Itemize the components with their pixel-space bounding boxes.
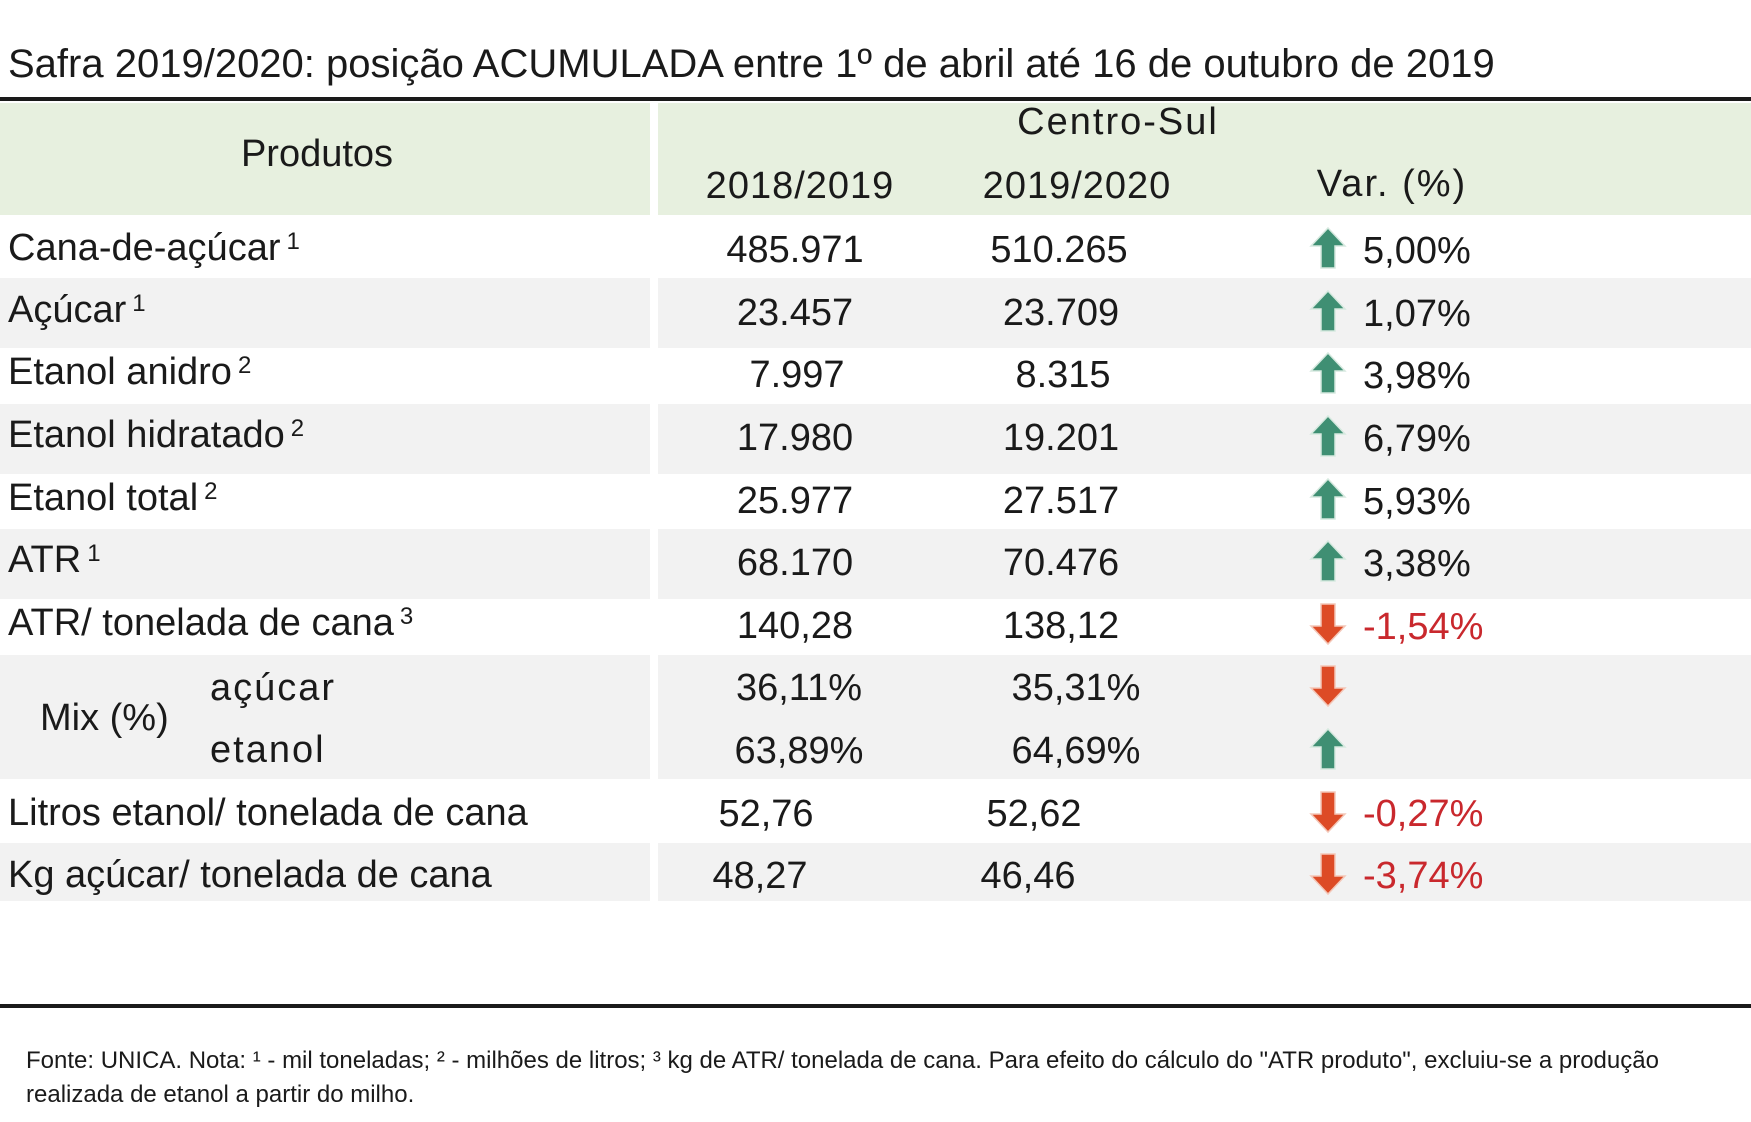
arrow-down-icon <box>1309 603 1347 646</box>
row-value-2018: 52,76 <box>718 793 814 835</box>
row-value-2019: 23.709 <box>1002 292 1120 334</box>
row-label: Kg açúcar/ tonelada de cana <box>8 854 492 896</box>
arrow-up-icon <box>1309 226 1347 269</box>
header-col-var: Var. (%) <box>1316 163 1468 205</box>
arrow-up-icon <box>1309 477 1347 520</box>
header-region: Centro-Sul <box>1017 101 1219 143</box>
row-value-2018: 48,27 <box>712 855 808 897</box>
row-variation: 5,00% <box>1363 230 1471 272</box>
row-label: Cana-de-açúcar 1 <box>8 227 300 269</box>
row-bg <box>0 404 650 474</box>
row-value-2018: 17.980 <box>736 417 854 459</box>
row-variation: -3,74% <box>1363 855 1484 897</box>
row-label: Etanol anidro 2 <box>8 351 252 393</box>
arrow-down-icon <box>1309 791 1347 834</box>
header-products: Produtos <box>240 133 394 175</box>
row-value-2019: 19.201 <box>1002 417 1120 459</box>
row-value-2019: 46,46 <box>980 855 1076 897</box>
row-value-2019: 8.315 <box>1015 354 1111 396</box>
row-value-2018: 7.997 <box>749 354 845 396</box>
row-variation: 3,98% <box>1363 355 1471 397</box>
row-value-2019: 52,62 <box>986 793 1082 835</box>
row-bg <box>658 278 1751 348</box>
row-value-2018: 485.971 <box>726 229 864 271</box>
row-label: Açúcar 1 <box>8 289 146 331</box>
mix-label: Mix (%) <box>40 697 169 739</box>
row-bg <box>658 655 1751 779</box>
row-label: ATR 1 <box>8 539 101 581</box>
row-label: Etanol hidratado 2 <box>8 414 305 456</box>
row-label: Etanol total 2 <box>8 477 218 519</box>
footnote: Fonte: UNICA. Nota: ¹ - mil toneladas; ²… <box>26 1047 1659 1108</box>
row-bg <box>658 404 1751 474</box>
arrow-up-icon <box>1309 414 1347 457</box>
arrow-up-icon <box>1309 351 1347 394</box>
arrow-down-icon <box>1309 853 1347 896</box>
row-value-2019: 27.517 <box>1002 480 1120 522</box>
row-value-2019: 138,12 <box>1002 605 1120 647</box>
mix-acucar-value-2019: 35,31% <box>1011 667 1141 709</box>
arrow-up-icon <box>1309 539 1347 582</box>
row-variation: 6,79% <box>1363 418 1471 460</box>
row-bg <box>0 843 650 901</box>
mix-etanol-label: etanol <box>210 729 326 771</box>
top-rule <box>0 97 1751 101</box>
arrow-up-icon <box>1309 727 1347 770</box>
row-label: Litros etanol/ tonelada de cana <box>8 792 528 834</box>
row-variation: 5,93% <box>1363 481 1471 523</box>
row-bg <box>0 655 650 779</box>
header-col-2019: 2019/2020 <box>982 165 1172 207</box>
bottom-rule <box>0 1004 1751 1008</box>
header-products-bg <box>0 103 650 215</box>
row-value-2018: 68.170 <box>736 542 854 584</box>
row-bg <box>658 843 1751 901</box>
row-variation: -1,54% <box>1363 606 1484 648</box>
row-bg <box>658 529 1751 599</box>
row-variation: 3,38% <box>1363 543 1471 585</box>
row-bg <box>0 529 650 599</box>
mix-acucar-value-2018: 36,11% <box>735 667 863 709</box>
row-bg <box>0 278 650 348</box>
row-variation: -0,27% <box>1363 793 1484 835</box>
row-label: ATR/ tonelada de cana 3 <box>8 602 414 644</box>
mix-etanol-value-2018: 63,89% <box>734 730 864 772</box>
row-value-2019: 510.265 <box>990 229 1128 271</box>
row-value-2018: 23.457 <box>736 292 854 334</box>
table-title: Safra 2019/2020: posição ACUMULADA entre… <box>8 42 1495 86</box>
row-value-2018: 25.977 <box>736 480 854 522</box>
header-region-bg <box>658 103 1751 215</box>
arrow-down-icon <box>1309 665 1347 708</box>
row-variation: 1,07% <box>1363 293 1471 335</box>
mix-acucar-label: açúcar <box>210 667 337 709</box>
arrow-up-icon <box>1309 289 1347 332</box>
header-col-2018: 2018/2019 <box>705 165 895 207</box>
row-value-2019: 70.476 <box>1002 542 1120 584</box>
mix-etanol-value-2019: 64,69% <box>1011 730 1141 772</box>
row-value-2018: 140,28 <box>736 605 854 647</box>
